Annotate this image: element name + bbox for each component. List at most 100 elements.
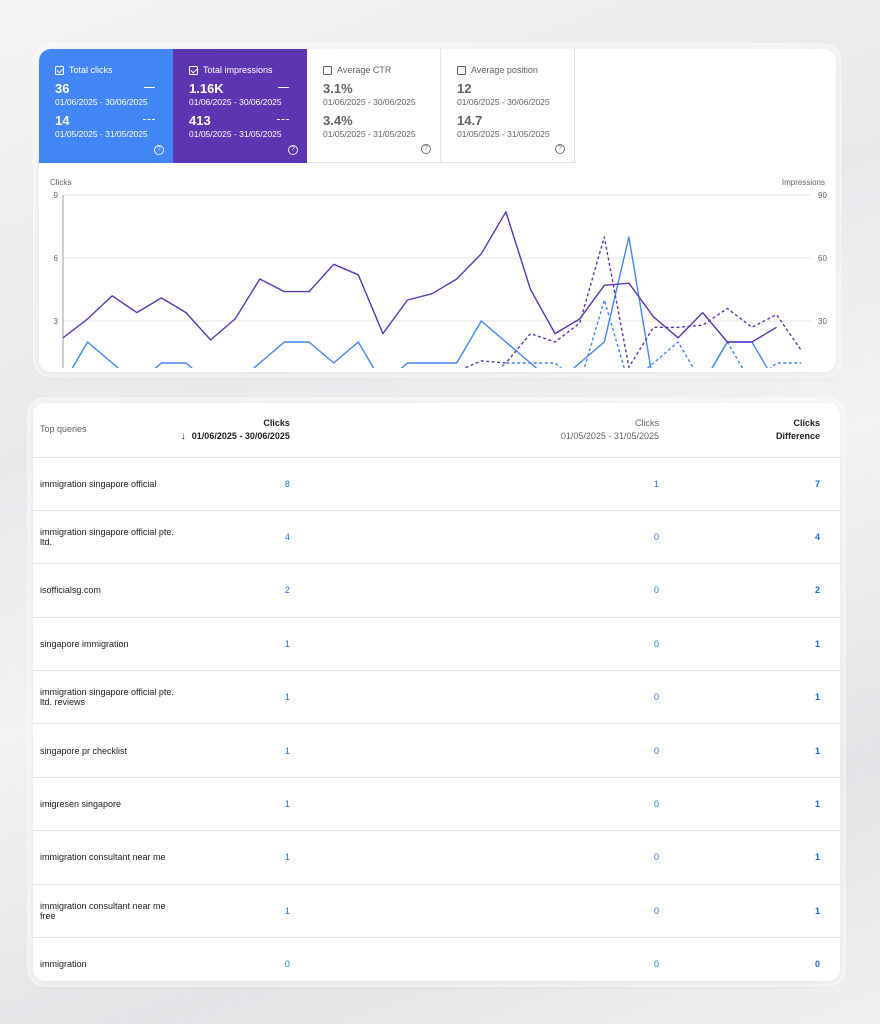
metric-total-impressions[interactable]: Total impressions 1.16K 01/06/2025 - 30/… (173, 49, 307, 163)
table-body: immigration singapore official 8 1 7 immigra… (33, 457, 840, 981)
chart-grid (62, 194, 811, 368)
metric-average-position[interactable]: Average position 12 01/06/2025 - 30/06/2… (441, 49, 575, 163)
y-tick-label-left: 9 (54, 191, 59, 200)
help-icon[interactable]: ? (154, 145, 164, 155)
legend-solid-line-icon (144, 87, 155, 88)
checkbox-unchecked-icon[interactable] (457, 65, 466, 75)
clicks-difference: 1 (814, 638, 820, 649)
clicks-previous: 0 (653, 799, 659, 810)
metric-value-previous: 14.7 (457, 113, 483, 128)
query-text[interactable]: imigresen singapore (40, 799, 122, 810)
column-header-clicks-current[interactable]: Clicks ↓ 01/06/2025 - 30/06/2025 (181, 403, 561, 457)
metric-value-current: 1.16K (189, 81, 224, 96)
arrow-down-icon[interactable]: ↓ (180, 430, 186, 442)
help-icon[interactable]: ? (421, 144, 431, 154)
metric-range-current: 01/06/2025 - 30/06/2025 (189, 97, 282, 107)
clicks-difference: 2 (814, 585, 820, 596)
clicks-difference: 1 (814, 692, 820, 703)
legend-dashed-line-icon (277, 119, 289, 120)
clicks-current: 1 (284, 745, 290, 756)
metric-range-previous: 01/05/2025 - 31/05/2025 (457, 129, 550, 139)
clicks-current: 1 (284, 905, 290, 916)
query-text[interactable]: immigration singapore official pte. ltd. (40, 527, 174, 548)
clicks-current: 2 (284, 585, 290, 596)
column-header-query: Top queries (40, 424, 87, 435)
table-row[interactable]: imigresen singapore 1 0 1 (33, 777, 840, 830)
legend-dashed-line-icon (143, 119, 155, 120)
clicks-current: 0 (284, 959, 290, 970)
table-row[interactable]: immigration singapore official 8 1 7 (33, 457, 840, 510)
metric-tabs: Total clicks 36 01/06/2025 - 30/06/2025 … (39, 49, 836, 163)
clicks-current: 1 (284, 852, 290, 863)
clicks-difference: 0 (814, 959, 820, 970)
metric-value-previous: 3.4% (323, 113, 353, 128)
clicks-previous: 0 (653, 638, 659, 649)
performance-chart: Clicks Impressions 003306609903691215182… (50, 178, 828, 368)
metric-range-current: 01/06/2025 - 30/06/2025 (323, 97, 416, 107)
queries-table: Top queries Clicks ↓ 01/06/2025 - 30/06/2… (33, 403, 840, 981)
table-row[interactable]: immigration consultant near me free 1 0 1 (33, 884, 840, 937)
legend-solid-line-icon (278, 87, 289, 88)
metric-range-previous: 01/05/2025 - 31/05/2025 (189, 129, 282, 139)
column-header-label: Clicks (634, 417, 659, 428)
table-row[interactable]: immigration singapore official pte. ltd.… (33, 510, 840, 563)
metric-range-previous: 01/05/2025 - 31/05/2025 (323, 129, 416, 139)
y-tick-label-left: 6 (54, 254, 59, 263)
column-header-clicks-previous[interactable]: Clicks 01/05/2025 - 31/05/2025 (561, 403, 776, 457)
table-row[interactable]: singapore immigration 1 0 1 (33, 617, 840, 670)
table-row[interactable]: isofficialsg.com 2 0 2 (33, 563, 840, 617)
clicks-previous: 0 (653, 852, 659, 863)
table-row[interactable]: immigration consultant near me 1 0 1 (33, 830, 840, 884)
clicks-difference: 4 (814, 532, 820, 543)
metric-value-previous: 413 (189, 113, 211, 128)
series-line-2 (62, 211, 777, 343)
clicks-difference: 1 (814, 799, 820, 810)
y-axis-label-right: Impressions (782, 178, 825, 187)
metric-total-clicks[interactable]: Total clicks 36 01/06/2025 - 30/06/2025 … (39, 49, 173, 163)
clicks-difference: 1 (814, 745, 820, 756)
checkbox-unchecked-icon[interactable] (323, 65, 332, 75)
clicks-current: 4 (284, 532, 290, 543)
clicks-previous: 0 (653, 585, 659, 596)
help-icon[interactable]: ? (288, 145, 298, 155)
query-text[interactable]: immigration singapore official pte. ltd.… (40, 687, 174, 708)
clicks-previous: 0 (653, 905, 659, 916)
query-text[interactable]: isofficialsg.com (40, 585, 101, 596)
table-row[interactable]: immigration singapore official pte. ltd.… (33, 670, 840, 724)
checkbox-checked-icon[interactable] (55, 65, 64, 75)
metric-range-current: 01/06/2025 - 30/06/2025 (55, 97, 148, 107)
series-line-0 (71, 236, 769, 368)
metric-label: Total impressions (203, 65, 273, 75)
metric-label: Total clicks (69, 65, 113, 75)
metric-average-ctr[interactable]: Average CTR 3.1% 01/06/2025 - 30/06/2025… (307, 49, 441, 163)
column-header-sub: Difference (775, 430, 820, 441)
metric-label: Average CTR (337, 65, 392, 75)
checkbox-checked-icon[interactable] (189, 65, 198, 75)
y-tick-label-right: 60 (818, 254, 827, 263)
metric-value-current: 12 (457, 81, 472, 96)
column-header-clicks-difference[interactable]: Clicks Difference (776, 403, 840, 457)
query-text[interactable]: immigration consultant near me (40, 852, 166, 863)
metric-value-current: 36 (55, 81, 70, 96)
y-tick-label-left: 3 (54, 317, 59, 326)
metric-value-previous: 14 (55, 113, 70, 128)
y-tick-label-right: 90 (818, 191, 827, 200)
column-header-label: Clicks (263, 417, 290, 428)
table-row[interactable]: immigration 0 0 0 (33, 937, 840, 981)
clicks-difference: 7 (814, 478, 820, 489)
query-text[interactable]: immigration singapore official (40, 478, 157, 489)
query-text[interactable]: singapore pr checklist (40, 745, 128, 756)
clicks-previous: 0 (653, 532, 659, 543)
clicks-previous: 0 (653, 745, 659, 756)
help-icon[interactable]: ? (555, 144, 565, 154)
series-line-1 (498, 299, 802, 368)
query-text[interactable]: immigration (40, 959, 87, 970)
query-text[interactable]: immigration consultant near me free (40, 900, 166, 921)
axis-tick-labels: 0033066099036912151821242730 (54, 191, 828, 326)
table-row[interactable]: singapore pr checklist 1 0 1 (33, 723, 840, 777)
y-axis-label-left: Clicks (50, 178, 71, 187)
metric-range-current: 01/06/2025 - 30/06/2025 (457, 97, 550, 107)
query-text[interactable]: singapore immigration (40, 638, 129, 649)
clicks-current: 1 (284, 638, 290, 649)
column-header-range: 01/06/2025 - 30/06/2025 (191, 430, 290, 441)
